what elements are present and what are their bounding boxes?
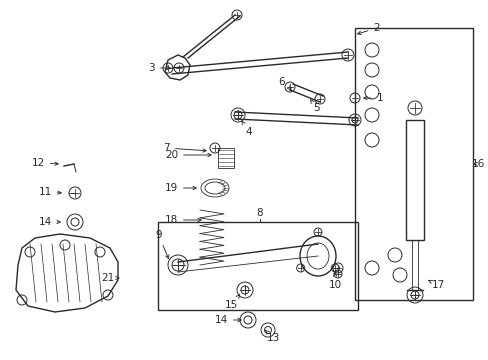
Text: 8: 8 [256,208,263,218]
Text: 5: 5 [310,100,319,113]
Text: 14: 14 [214,315,241,325]
Text: 1: 1 [363,93,382,103]
Text: 3: 3 [148,63,170,73]
Bar [405,120,423,240]
Text: 10: 10 [328,273,341,290]
Text: 6: 6 [278,77,291,89]
Text: 11: 11 [39,187,61,197]
Text: 15: 15 [224,295,239,310]
Text: 2: 2 [357,23,379,35]
Bar [354,28,472,300]
Text: 12: 12 [32,158,58,168]
Text: 4: 4 [242,121,251,137]
Text: 16: 16 [471,159,484,169]
Bar [158,222,357,310]
Text: 19: 19 [164,183,196,193]
Text: 13: 13 [264,330,280,343]
Text: 20: 20 [164,150,211,160]
Bar [218,148,234,168]
Text: 18: 18 [164,215,201,225]
Text: 17: 17 [428,280,444,290]
Text: 7: 7 [163,143,206,153]
Text: 14: 14 [39,217,60,227]
Text: 9: 9 [155,230,168,258]
Text: 21: 21 [102,273,119,283]
